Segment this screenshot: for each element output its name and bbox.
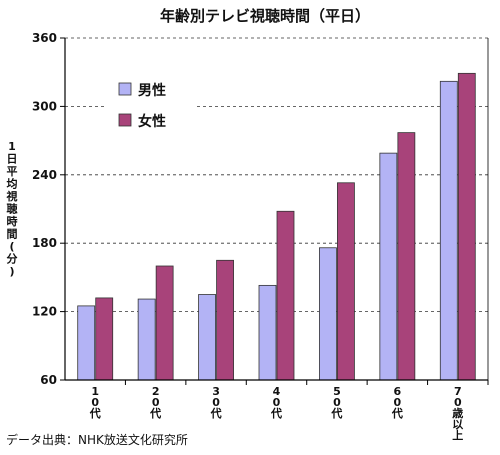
bar-male-2 xyxy=(137,298,156,381)
bar-male-5 xyxy=(319,247,337,381)
legend-label-male: 男性 xyxy=(138,82,166,99)
x-axis-ticks: 1 0 代 2 0 代 3 0 代 4 0 代 5 0 代 6 0 代 7 0 歳以上 xyxy=(89,380,489,442)
bars xyxy=(77,72,476,381)
chart-title: 年齢別テレビ視聴時間（平日） xyxy=(160,7,370,25)
bar-female-4 xyxy=(276,210,295,381)
bar-male-6 xyxy=(379,152,398,381)
y-axis-ticks: 60 120 180 240 300 360 xyxy=(32,31,65,387)
legend-swatch-female xyxy=(118,113,132,127)
bar-female-1 xyxy=(95,297,114,381)
y-tick-label: 60 xyxy=(40,373,57,387)
y-tick-label: 120 xyxy=(32,305,57,319)
bar-female-2 xyxy=(155,265,174,381)
bar-female-5 xyxy=(337,182,355,381)
axes xyxy=(64,38,489,381)
y-axis-label: 1 日平均視聴時間(分) xyxy=(6,140,18,278)
y-tick-label: 300 xyxy=(32,99,57,113)
y-tick-label: 180 xyxy=(32,236,57,250)
x-tick-label: 7 0 歳以上 xyxy=(452,385,463,442)
bar-male-1 xyxy=(77,305,96,381)
legend-swatch-male xyxy=(118,82,132,96)
bar-female-7 xyxy=(457,72,476,381)
y-axis-label-text: 1 日平均視聴時間(分) xyxy=(6,140,18,278)
bar-male-4 xyxy=(258,284,277,381)
bar-male-7 xyxy=(439,80,458,381)
bar-female-6 xyxy=(397,132,416,381)
y-tick-label: 240 xyxy=(32,168,57,182)
legend: 男性 女性 xyxy=(107,72,195,140)
legend-label-female: 女性 xyxy=(138,113,166,130)
bar-female-3 xyxy=(216,259,234,381)
bar-male-3 xyxy=(198,294,216,381)
y-tick-label: 360 xyxy=(32,31,57,45)
source-note: データ出典：NHK放送文化研究所 xyxy=(6,432,188,447)
